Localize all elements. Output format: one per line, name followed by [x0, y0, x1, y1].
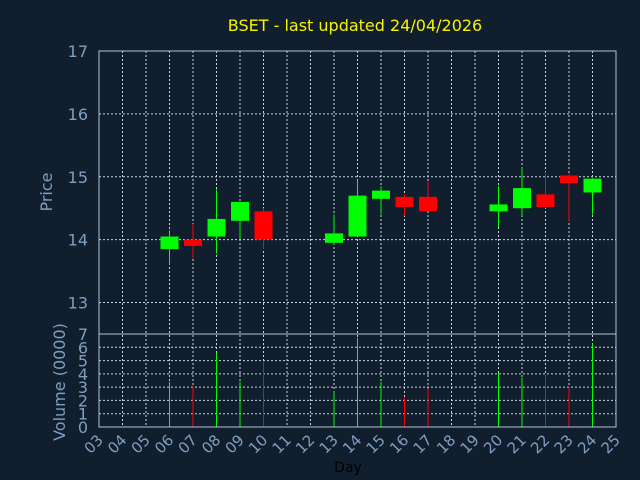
candle-body [395, 196, 414, 207]
candle-body [560, 175, 578, 184]
candle-body [231, 201, 249, 221]
candle-body [207, 218, 226, 237]
volume-tick-label: 5 [78, 352, 88, 371]
volume-tick-label: 3 [78, 378, 88, 397]
volume-axis-label: Volume (0000) [50, 323, 69, 441]
price-tick-label: 15 [68, 168, 88, 187]
price-tick-label: 17 [68, 42, 88, 61]
chart-title: BSET - last updated 24/04/2026 [228, 16, 482, 35]
candle-body [583, 178, 602, 193]
candle-body [254, 211, 273, 240]
candle-body [513, 188, 531, 209]
price-tick-label: 16 [68, 105, 88, 124]
candle-body [348, 195, 367, 237]
volume-tick-label: 6 [78, 338, 88, 357]
price-tick-label: 13 [68, 294, 88, 313]
day-axis-label: Day [334, 460, 362, 476]
candle-body [536, 194, 555, 207]
candle-body [325, 233, 343, 243]
candle-body [372, 190, 390, 199]
candle-body [184, 239, 202, 246]
volume-tick-label: 4 [78, 365, 88, 384]
volume-tick-label: 0 [78, 418, 88, 437]
volume-panel-frame [98, 333, 617, 428]
candle-body [160, 236, 179, 250]
volume-tick-label: 2 [78, 391, 88, 410]
candle-body [489, 204, 508, 212]
price-axis-label: Price [37, 172, 56, 211]
volume-tick-label: 1 [78, 405, 88, 424]
volume-tick-label: 7 [78, 325, 88, 344]
chart-marks [160, 167, 602, 427]
candle-body [419, 196, 437, 212]
price-tick-label: 14 [68, 231, 88, 250]
